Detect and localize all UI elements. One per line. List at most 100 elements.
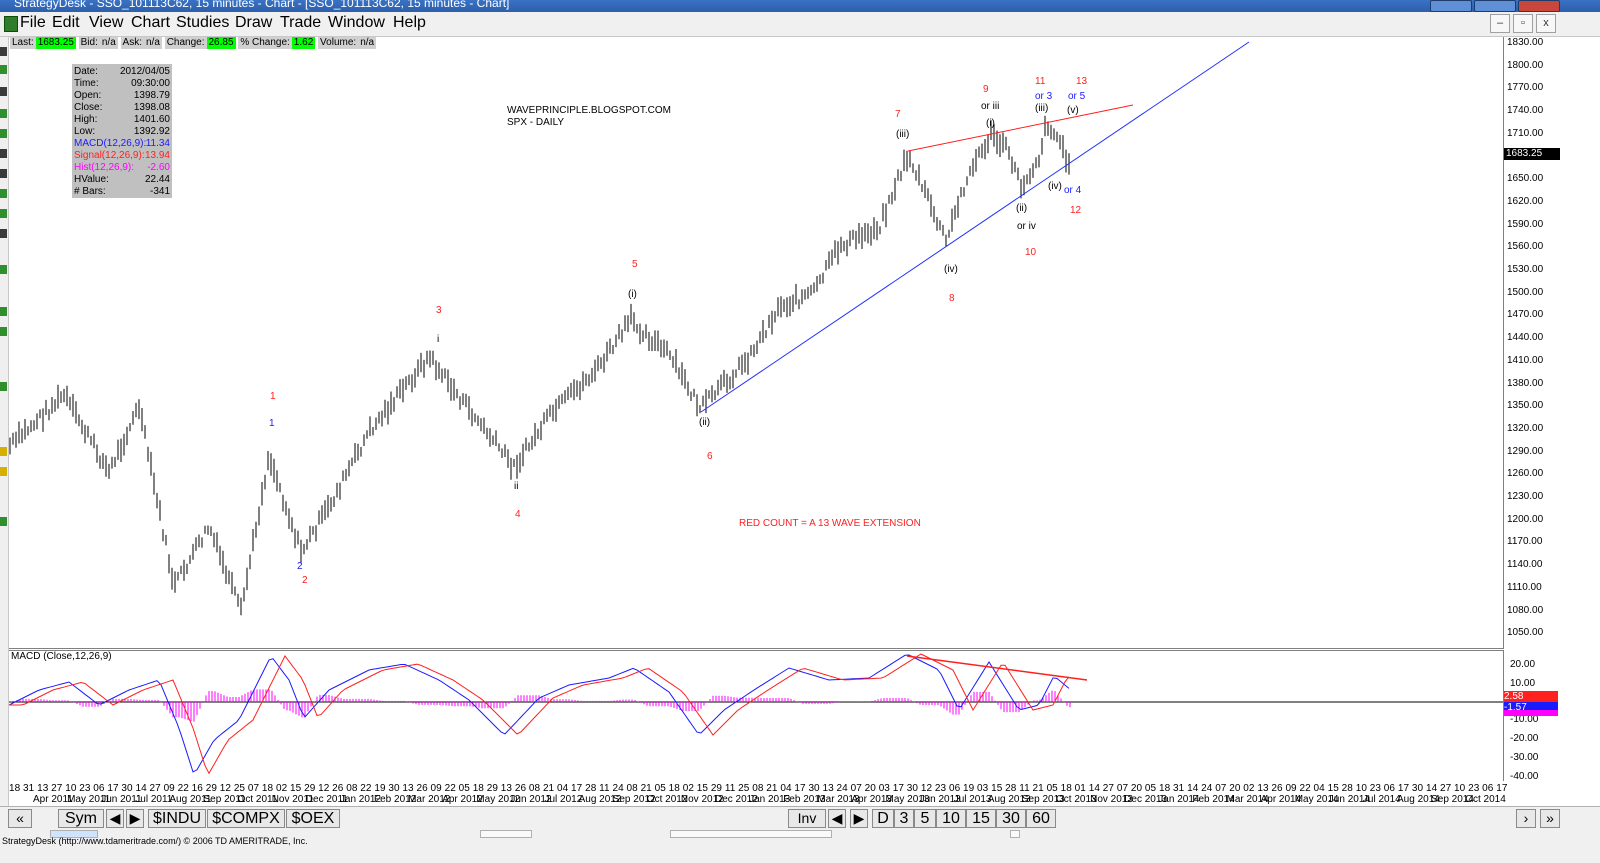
mdi-restore-button[interactable]: ▫ <box>1513 14 1533 33</box>
month-label: Jun 2013 <box>919 794 961 805</box>
change-value: 26.85 <box>206 37 236 49</box>
menu-help[interactable]: Help <box>393 14 426 31</box>
price-axis-tick: 1710.00 <box>1507 127 1544 139</box>
wave-label: 5 <box>632 259 638 270</box>
period-button-30[interactable]: 30 <box>996 809 1026 828</box>
wave-label: or 5 <box>1068 91 1086 102</box>
price-axis-tick: 1830.00 <box>1507 37 1544 48</box>
menu-edit[interactable]: Edit <box>52 14 80 31</box>
price-axis-tick: 1290.00 <box>1507 445 1544 457</box>
red-trendline[interactable] <box>907 104 1134 152</box>
symbol-tab-oex[interactable]: $OEX <box>286 809 340 828</box>
info-row-bars: # Bars: -341 <box>74 186 170 197</box>
wave-label: 6 <box>707 451 713 462</box>
invert-button[interactable]: Inv <box>788 809 826 828</box>
prev-symbol-button[interactable]: ◀ <box>106 809 124 828</box>
menu-chart[interactable]: Chart <box>131 14 171 31</box>
month-label: May 2012 <box>476 794 521 805</box>
scroll-end-button[interactable]: » <box>1540 809 1560 828</box>
pointer-tool-icon[interactable] <box>0 47 7 56</box>
period-button-5[interactable]: 5 <box>914 809 936 828</box>
channel-tool-icon[interactable] <box>0 109 7 118</box>
trendline-tool-icon[interactable] <box>0 65 7 74</box>
data-info-box: Date: 2012/04/05 Time: 09:30:00 Open: 1398.… <box>72 64 172 198</box>
arrow-tool-icon[interactable] <box>0 189 7 198</box>
maximize-window-button[interactable] <box>1474 0 1516 12</box>
pct-change-label: % Change: <box>238 37 292 49</box>
mdi-minimize-button[interactable]: – <box>1490 14 1510 33</box>
menu-studies[interactable]: Studies <box>176 14 230 31</box>
price-bars <box>9 115 1070 616</box>
scroll-start-button[interactable]: « <box>8 809 32 828</box>
fibonacci-tool-icon[interactable] <box>0 129 7 138</box>
macd-line <box>9 654 1070 773</box>
macd-badge: 2.58 <box>1504 691 1558 702</box>
month-label: Nov 2012 <box>680 794 724 805</box>
current-price-marker: 1683.25 <box>1504 148 1560 160</box>
erase-tool-icon[interactable] <box>0 517 7 526</box>
rectangle-tool-icon[interactable] <box>0 265 7 274</box>
period-button-60[interactable]: 60 <box>1026 809 1056 828</box>
wave-label: or iii <box>981 101 1000 112</box>
macd-chart[interactable] <box>9 650 1503 780</box>
symbol-button[interactable]: Sym <box>58 809 104 828</box>
line-tool-icon[interactable] <box>0 229 7 238</box>
month-label: Apr 2011 <box>33 794 73 805</box>
macd-chart-frame[interactable] <box>9 650 1504 781</box>
wave-label: 1 <box>269 418 275 429</box>
wave-label: 2 <box>302 575 308 586</box>
macd-divergence-line[interactable] <box>906 655 1088 681</box>
wave-label: (ii) <box>1016 203 1028 214</box>
alert-tool-icon[interactable] <box>0 447 7 456</box>
crosshair-tool-icon[interactable] <box>0 87 7 96</box>
period-button-3[interactable]: 3 <box>894 809 914 828</box>
price-axis-tick: 1410.00 <box>1507 354 1544 366</box>
menu-view[interactable]: View <box>89 14 124 31</box>
status-text: StrategyDesk (http://www.tdameritrade.co… <box>2 836 308 846</box>
close-window-button[interactable] <box>1518 0 1560 12</box>
scroll-forward-button[interactable]: › <box>1516 809 1536 828</box>
next-symbol-button[interactable]: ▶ <box>126 809 144 828</box>
month-label: Oct 2011 <box>237 794 278 805</box>
pitchfork-tool-icon[interactable] <box>0 382 7 391</box>
month-label: Aug 2013 <box>987 794 1031 805</box>
ellipse-tool-icon[interactable] <box>0 307 7 316</box>
mdi-close-button[interactable]: x <box>1536 14 1556 33</box>
wave-label: 2 <box>297 561 303 572</box>
text-tool-icon[interactable] <box>0 149 7 158</box>
info-row-hvalue: HValue: 22.44 <box>74 174 170 185</box>
month-label: Jun 2012 <box>510 794 552 805</box>
menu-trade[interactable]: Trade <box>280 14 322 31</box>
gann-tool-icon[interactable] <box>0 209 7 218</box>
period-button-day[interactable]: D <box>872 809 894 828</box>
period-button-10[interactable]: 10 <box>936 809 966 828</box>
price-chart[interactable] <box>9 37 1503 648</box>
zoom-tool-icon[interactable] <box>0 169 7 178</box>
macd-title: MACD (Close,12,26,9) <box>11 651 112 662</box>
symbol-tab-indu[interactable]: $INDU <box>148 809 206 828</box>
symbol-tab-compx[interactable]: $COMPX <box>207 809 285 828</box>
blue-trendline[interactable] <box>700 41 1250 413</box>
period-button-15[interactable]: 15 <box>966 809 996 828</box>
month-label: Sep 2011 <box>203 794 246 805</box>
menu-window[interactable]: Window <box>328 14 385 31</box>
menu-draw[interactable]: Draw <box>235 14 273 31</box>
note-tool-icon[interactable] <box>0 467 7 476</box>
time-axis-months: Apr 2011 May 2011 Jun 2011 Jul 2011 Aug 2011… <box>9 794 1506 805</box>
price-axis-tick: 1800.00 <box>1507 59 1544 71</box>
price-chart-frame[interactable] <box>9 37 1504 649</box>
month-label: Nov 2011 <box>271 794 314 805</box>
wave-label: i <box>437 334 440 345</box>
menu-file[interactable]: File <box>20 14 46 31</box>
bid-value: n/a <box>99 37 118 49</box>
scroll-left-button[interactable]: ◀ <box>828 809 846 828</box>
scroll-right-button[interactable]: ▶ <box>850 809 868 828</box>
wave-label: (iv) <box>1048 181 1062 192</box>
signal-line <box>9 653 1070 775</box>
info-row-macd: MACD(12,26,9): 11.34 <box>74 138 170 149</box>
cycle-tool-icon[interactable] <box>0 327 7 336</box>
minimize-window-button[interactable] <box>1430 0 1472 12</box>
price-axis-tick: 1350.00 <box>1507 400 1544 412</box>
month-label: May 2014 <box>1294 794 1339 805</box>
month-label: Sep 2014 <box>1431 794 1474 805</box>
